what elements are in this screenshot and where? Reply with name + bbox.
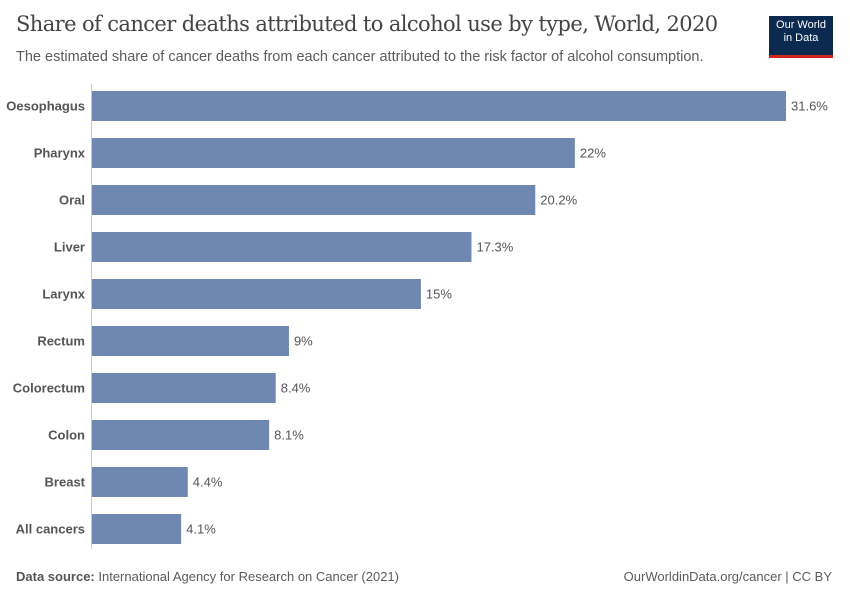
bar-breast: [91, 467, 188, 497]
category-label: All cancers: [16, 522, 85, 537]
value-label: 8.1%: [274, 428, 304, 443]
category-label: Rectum: [37, 334, 85, 349]
chart-title: Share of cancer deaths attributed to alc…: [16, 12, 718, 36]
bar-colorectum: [91, 373, 276, 403]
category-label: Breast: [45, 475, 86, 490]
category-label: Liver: [54, 240, 85, 255]
value-label: 20.2%: [540, 193, 577, 208]
source-text[interactable]: International Agency for Research on Can…: [98, 569, 399, 584]
credit-link[interactable]: OurWorldinData.org/cancer | CC BY: [623, 569, 832, 584]
bar-all-cancers: [91, 514, 182, 544]
bar-rectum: [91, 326, 289, 356]
bar-pharynx: [91, 138, 575, 168]
value-label: 22%: [580, 146, 606, 161]
logo-line-2: in Data: [783, 32, 819, 44]
category-label: Colon: [48, 428, 85, 443]
bar-liver: [91, 232, 472, 262]
owid-logo[interactable]: Our World in Data: [769, 16, 833, 58]
category-label: Larynx: [42, 287, 85, 302]
category-label: Colorectum: [13, 381, 85, 396]
chart-subtitle: The estimated share of cancer deaths fro…: [16, 49, 704, 65]
category-label: Oesophagus: [6, 99, 85, 114]
value-label: 4.4%: [193, 475, 223, 490]
bar-colon: [91, 420, 270, 450]
bar-larynx: [91, 279, 421, 309]
value-label: 17.3%: [476, 240, 513, 255]
logo-line-1: Our World: [776, 19, 826, 31]
value-label: 4.1%: [186, 522, 216, 537]
value-label: 15%: [426, 287, 452, 302]
bar-oral: [91, 185, 536, 215]
value-label: 8.4%: [281, 381, 311, 396]
data-source: Data source: International Agency for Re…: [16, 569, 399, 584]
source-label: Data source:: [16, 569, 95, 584]
bar-oesophagus: [91, 91, 786, 121]
value-label: 9%: [294, 334, 313, 349]
value-label: 31.6%: [791, 99, 828, 114]
category-label: Oral: [59, 193, 85, 208]
category-label: Pharynx: [34, 146, 86, 161]
